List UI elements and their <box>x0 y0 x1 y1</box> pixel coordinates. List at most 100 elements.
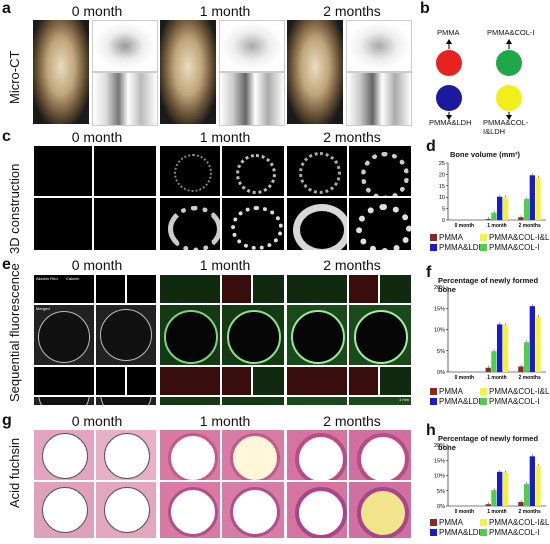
bar <box>529 456 535 506</box>
chart-bone-volume: Bone volume (mm³) 0 5 10 15 20 25 0 month 1 mon… <box>428 150 550 258</box>
scheme-label-pmma: PMMA <box>437 28 460 37</box>
reconstruction-image <box>160 146 220 196</box>
panel-label-e: e <box>2 256 11 273</box>
bar <box>497 324 503 372</box>
legend-swatch <box>430 244 437 252</box>
panel-label-h: h <box>426 422 436 439</box>
y-tick-label: 5% <box>437 349 445 355</box>
bar <box>523 342 530 372</box>
bar <box>485 219 491 220</box>
legend-item: PMMA&COL-I <box>480 397 540 406</box>
column-header-2: 2 months <box>323 3 381 19</box>
reconstruction-image <box>222 198 284 250</box>
y-tick-label: 10% <box>434 474 445 480</box>
panel-label-a: a <box>2 0 11 17</box>
legend-label: PMMA&COL-I&LDH <box>489 233 550 242</box>
scheme-circle-pmma-col <box>496 50 522 76</box>
legend-label: PMMA&COL-I <box>489 243 540 252</box>
legend-swatch <box>430 398 437 406</box>
microct-slice-image <box>346 20 412 72</box>
y-tick-label: 15 <box>439 184 445 190</box>
bar <box>529 306 535 372</box>
x-tick-label: 2 months <box>519 223 541 229</box>
fluorescence-image <box>287 397 347 405</box>
legend-swatch <box>480 388 487 396</box>
legend-label: PMMA&COL-I <box>489 528 540 537</box>
legend-item: PMMA <box>430 233 463 242</box>
x-tick-label: 0 month <box>455 375 474 381</box>
legend-label: PMMA&COL-I&LDH <box>489 518 550 527</box>
column-header-0: 0 month <box>71 129 123 145</box>
legend-swatch <box>480 398 487 406</box>
y-tick-label: 10 <box>439 195 445 201</box>
chart-plot: 0 5 10 15 20 25 0 month 1 month 2 months <box>439 161 546 229</box>
fluorescence-image <box>160 397 220 405</box>
arrow-up-icon <box>446 39 452 44</box>
chart-title: Percentage of newly formed bone <box>438 434 539 452</box>
microct-sagittal-image <box>219 72 285 126</box>
legend-swatch <box>480 244 487 252</box>
column-header-1: 1 month <box>199 413 251 429</box>
legend-item: PMMA <box>430 518 463 527</box>
reconstruction-image <box>287 146 347 196</box>
calcein-label: Calcein <box>66 276 80 281</box>
x-tick-label: 1 month <box>487 375 506 381</box>
bar <box>535 465 541 506</box>
chart-plot: 0% 5% 10% 15% 20% 0 month 1 month 2 months <box>434 285 546 381</box>
x-tick-label: 2 months <box>519 509 541 515</box>
legend-label: PMMA&LDH <box>439 397 485 406</box>
bar <box>535 177 541 220</box>
fluorescence-image <box>160 367 220 395</box>
row-label-fluorescence: Sequential fluorescence <box>7 263 22 402</box>
column-header-2: 2 months <box>323 413 381 429</box>
legend-label: PMMA&LDH <box>439 243 485 252</box>
panel-label-f: f <box>426 264 432 281</box>
panel-label-b: b <box>420 0 430 17</box>
legend-swatch <box>430 529 437 537</box>
fluorescence-image <box>349 305 411 365</box>
microct-skull-image <box>160 20 216 124</box>
bar <box>497 471 503 506</box>
x-tick-label: 0 month <box>455 509 474 515</box>
bar <box>485 504 491 506</box>
legend-item: PMMA&COL-I&LDH <box>480 518 550 527</box>
y-tick-label: 10% <box>434 328 445 334</box>
bar <box>535 316 541 372</box>
column-header-0: 0 month <box>71 413 123 429</box>
legend-label: PMMA&LDH <box>439 528 485 537</box>
legend-swatch <box>430 234 437 242</box>
reconstruction-image <box>34 198 92 250</box>
fluorescence-image <box>349 275 378 303</box>
chart-title: Bone volume (mm³) <box>450 150 521 159</box>
arrow-up-icon <box>506 39 512 44</box>
reconstruction-image <box>349 198 411 250</box>
fluorescence-image: 1 mm <box>349 397 411 405</box>
fluorescence-image <box>34 397 94 405</box>
column-header-1: 1 month <box>199 3 251 19</box>
histology-image <box>160 430 220 480</box>
fluorescence-image <box>127 367 156 395</box>
scheme-label-pmma-col-ldh: PMMA&COL-I&LDH <box>483 118 529 136</box>
scheme-diagram <box>436 39 522 120</box>
legend-label: PMMA <box>439 387 463 396</box>
arrow-down-icon <box>446 115 452 120</box>
bar <box>502 472 509 506</box>
histology-image <box>349 482 411 538</box>
bar <box>529 175 535 220</box>
y-tick-label: 0% <box>437 504 445 510</box>
legend-label: PMMA&COL-I <box>489 397 540 406</box>
legend-item: PMMA&LDH <box>430 528 484 537</box>
legend-swatch <box>480 234 487 242</box>
fluorescence-image <box>253 367 284 395</box>
bar <box>497 196 503 220</box>
fluorescence-image <box>160 305 220 365</box>
chart-new-bone-fluorescence: Percentage of newly formed bone 0% 5% 10% 1… <box>428 276 550 410</box>
bar <box>523 484 530 506</box>
row-label-3d: 3D construction <box>7 163 22 254</box>
y-tick-label: 20% <box>434 443 445 449</box>
bar <box>518 502 524 506</box>
reconstruction-image <box>222 146 284 196</box>
bar <box>502 197 509 220</box>
reconstruction-image <box>287 198 347 250</box>
fluorescence-image <box>96 275 125 303</box>
